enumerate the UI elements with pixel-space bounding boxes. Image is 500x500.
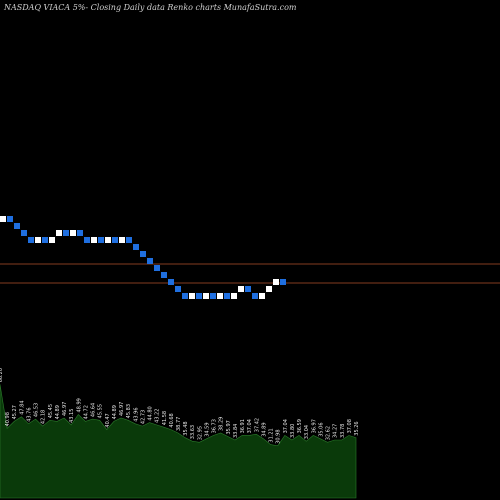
renko-brick-up bbox=[70, 230, 76, 236]
renko-brick-down bbox=[126, 237, 132, 243]
volume-label: 48.99 bbox=[76, 398, 82, 412]
volume-label: 42.18 bbox=[41, 410, 47, 424]
renko-brick-down bbox=[161, 272, 167, 278]
volume-label: 33.78 bbox=[340, 424, 346, 438]
volume-label: 46.64 bbox=[91, 403, 97, 417]
volume-label: 37.42 bbox=[254, 418, 260, 432]
renko-brick-up bbox=[273, 279, 279, 285]
renko-brick-down bbox=[252, 293, 258, 299]
volume-label: 46.97 bbox=[119, 402, 125, 416]
renko-brick-up bbox=[91, 237, 97, 243]
renko-brick-down bbox=[147, 258, 153, 264]
renko-brick-up bbox=[259, 293, 265, 299]
volume-label: 36.97 bbox=[311, 419, 317, 433]
renko-brick-down bbox=[42, 237, 48, 243]
renko-brick-up bbox=[266, 286, 272, 292]
volume-label: 36.73 bbox=[212, 419, 218, 433]
renko-brick-up bbox=[119, 237, 125, 243]
renko-brick-down bbox=[140, 251, 146, 257]
renko-brick-up bbox=[189, 293, 195, 299]
volume-label: 43.96 bbox=[133, 407, 139, 421]
renko-brick-up bbox=[217, 293, 223, 299]
renko-brick-down bbox=[280, 279, 286, 285]
volume-label: 36.91 bbox=[240, 419, 246, 433]
renko-brick-down bbox=[77, 230, 83, 236]
volume-label: 45.45 bbox=[48, 404, 54, 418]
renko-brick-down bbox=[28, 237, 34, 243]
volume-label: 43.22 bbox=[155, 409, 161, 423]
renko-brick-down bbox=[112, 237, 118, 243]
volume-label: 35.48 bbox=[183, 421, 189, 435]
volume-label: 35.06 bbox=[318, 422, 324, 436]
renko-brick-up bbox=[49, 237, 55, 243]
chart-title: NASDAQ VIACA 5%- Closing Daily data Renk… bbox=[3, 3, 297, 12]
volume-label: 46.53 bbox=[34, 403, 40, 417]
renko-brick-up bbox=[0, 216, 6, 222]
volume-label: 34.27 bbox=[333, 424, 339, 438]
volume-label: 41.58 bbox=[162, 411, 168, 425]
volume-label: 38.77 bbox=[176, 417, 182, 431]
volume-label: 45.83 bbox=[126, 404, 132, 418]
volume-label: 40.68 bbox=[169, 413, 175, 427]
renko-brick-down bbox=[245, 286, 251, 292]
volume-label: 66.20 bbox=[0, 368, 4, 382]
volume-label: 31.21 bbox=[269, 428, 275, 442]
volume-label: 43.76 bbox=[27, 407, 33, 421]
volume-label: 34.89 bbox=[261, 422, 267, 436]
renko-brick-down bbox=[210, 293, 216, 299]
volume-label: 44.89 bbox=[55, 405, 61, 419]
renko-brick-down bbox=[154, 265, 160, 271]
volume-label: 44.80 bbox=[148, 406, 154, 420]
volume-label: 40.47 bbox=[105, 413, 111, 427]
renko-brick-down bbox=[182, 293, 188, 299]
volume-area bbox=[0, 384, 357, 499]
renko-brick-up bbox=[231, 293, 237, 299]
volume-label: 46.97 bbox=[62, 402, 68, 416]
renko-brick-down bbox=[14, 223, 20, 229]
renko-brick-down bbox=[7, 216, 13, 222]
renko-brick-up bbox=[105, 237, 111, 243]
renko-brick-up bbox=[238, 286, 244, 292]
renko-brick-down bbox=[224, 293, 230, 299]
volume-label: 47.84 bbox=[19, 400, 25, 414]
volume-label: 44.72 bbox=[83, 405, 89, 419]
volume-label: 38.29 bbox=[219, 417, 225, 431]
renko-brick-down bbox=[21, 230, 27, 236]
volume-area-group bbox=[0, 384, 357, 499]
renko-brick-down bbox=[133, 244, 139, 250]
volume-labels-group: 66.20 40.98 45.27 47.84 43.76 46.53 42.18 45.45… bbox=[0, 368, 360, 444]
volume-label: 37.08 bbox=[347, 419, 353, 433]
volume-label: 33.04 bbox=[304, 425, 310, 439]
volume-label: 32.62 bbox=[326, 426, 332, 440]
renko-brick-up bbox=[56, 230, 62, 236]
renko-brick-down bbox=[168, 279, 174, 285]
renko-brick-down bbox=[98, 237, 104, 243]
volume-label: 43.15 bbox=[69, 409, 75, 423]
volume-label: 35.97 bbox=[226, 420, 232, 434]
volume-label: 45.55 bbox=[98, 404, 104, 418]
volume-label: 33.84 bbox=[233, 424, 239, 438]
volume-label: 44.89 bbox=[112, 405, 118, 419]
volume-label: 34.59 bbox=[205, 422, 211, 436]
volume-label: 36.59 bbox=[297, 419, 303, 433]
volume-label: 40.98 bbox=[5, 412, 11, 426]
volume-label: 37.04 bbox=[247, 419, 253, 433]
volume-label: 33.80 bbox=[290, 424, 296, 438]
renko-brick-up bbox=[35, 237, 41, 243]
volume-label: 45.27 bbox=[12, 405, 18, 419]
volume-label: 30.98 bbox=[276, 429, 282, 443]
volume-label: 32.95 bbox=[197, 426, 203, 440]
renko-brick-down bbox=[196, 293, 202, 299]
volume-label: 35.26 bbox=[354, 421, 360, 435]
renko-brick-up bbox=[203, 293, 209, 299]
bricks-group bbox=[0, 216, 286, 299]
volume-label: 37.04 bbox=[283, 419, 289, 433]
volume-label: 33.63 bbox=[190, 425, 196, 439]
renko-brick-down bbox=[84, 237, 90, 243]
volume-label: 42.73 bbox=[140, 410, 146, 424]
renko-brick-down bbox=[175, 286, 181, 292]
renko-brick-down bbox=[63, 230, 69, 236]
